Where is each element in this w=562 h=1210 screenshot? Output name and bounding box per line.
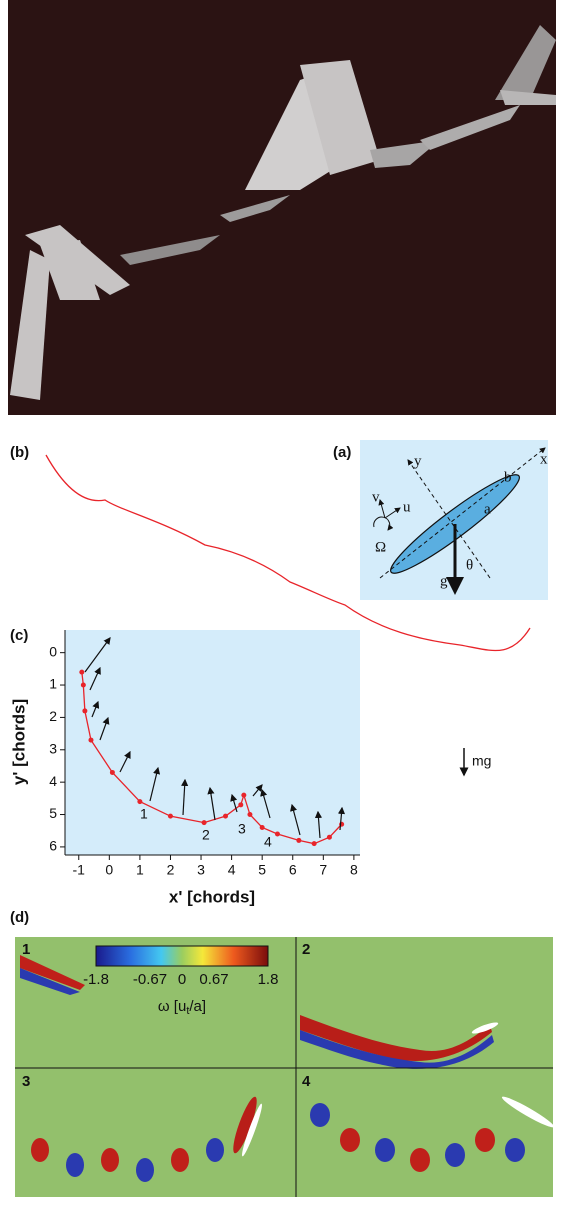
colorbar-tick-label: 0.67 [199, 971, 228, 988]
vortex [31, 1138, 49, 1162]
trajectory-point [79, 669, 85, 675]
force-label: mg [472, 753, 491, 769]
symbol: v [372, 489, 380, 505]
colorbar-tick-label: -1.8 [83, 971, 109, 988]
inset-diagram [373, 447, 546, 595]
x-tick-label: 8 [350, 862, 358, 878]
x-tick-label: 4 [228, 862, 236, 878]
trajectory-point [238, 802, 244, 808]
x-axis-label: x' [chords] [169, 887, 255, 906]
frame-label: 3 [22, 1073, 30, 1090]
trajectory-point [326, 834, 332, 840]
photo-sheets [10, 25, 556, 400]
vortex [445, 1143, 465, 1167]
marker-label: 2 [202, 827, 210, 843]
x-tick-label: 3 [197, 862, 205, 878]
plot-c: -1 0 1 2 3 4 5 6 7 8 0 1 2 3 4 5 6 [49, 630, 360, 878]
trajectory-point [241, 792, 247, 798]
colorbar-tick-label: 1.8 [258, 971, 279, 988]
y-tick-label: 6 [49, 838, 57, 854]
panel-label: (d) [10, 909, 29, 926]
trajectory-point [80, 682, 86, 688]
colorbar-ticks: -1.8 -0.67 0 0.67 1.8 [83, 971, 278, 988]
panel-label: (a) [333, 444, 351, 461]
symbol: g [440, 573, 448, 589]
symbol: b [504, 469, 512, 485]
colorbar-label: ω [ut/a] [158, 998, 206, 1017]
y-axis-label: y' [chords] [9, 699, 28, 785]
frame-label: 2 [302, 941, 310, 958]
x-tick-label: -1 [73, 862, 86, 878]
vortex [136, 1158, 154, 1182]
panel-label: (b) [10, 444, 29, 461]
trajectory-point [274, 831, 280, 837]
velocity-arrows [84, 637, 346, 839]
x-tick-label: 7 [319, 862, 327, 878]
y-tick-label: 5 [49, 805, 57, 821]
trajectory-point [222, 813, 228, 819]
vortex [310, 1103, 330, 1127]
colorbar-label-text: ω [u [158, 998, 186, 1015]
trajectory-point [167, 813, 173, 819]
trajectory-point [247, 812, 253, 818]
marker-label: 4 [264, 834, 272, 850]
vortex [66, 1153, 84, 1177]
trajectory-point [88, 737, 94, 743]
vortex-field [20, 955, 555, 1157]
trajectory-point [311, 841, 317, 847]
y-tick-label: 3 [49, 740, 57, 756]
x-tick-label: 5 [258, 862, 266, 878]
vortex [206, 1138, 224, 1162]
symbol: x [540, 451, 548, 467]
frame-label: 4 [302, 1073, 311, 1090]
colorbar-label-sub: t [186, 1005, 189, 1017]
vortex [171, 1148, 189, 1172]
colorbar-tick-label: 0 [178, 971, 186, 988]
x-tick-label: 0 [105, 862, 113, 878]
vortex [375, 1138, 395, 1162]
vortex [475, 1128, 495, 1152]
y-tick-label: 4 [49, 773, 57, 789]
trajectory-point [137, 799, 143, 805]
vortex [505, 1138, 525, 1162]
x-tick-label: 1 [136, 862, 144, 878]
x-tick-label: 6 [289, 862, 297, 878]
trajectory-point [296, 837, 302, 843]
trajectory-point [109, 769, 115, 775]
trajectory-point [82, 708, 88, 714]
marker-label: 1 [140, 806, 148, 822]
x-tick-label: 2 [167, 862, 175, 878]
vortex [101, 1148, 119, 1172]
vortex [410, 1148, 430, 1172]
marker-label: 3 [238, 821, 246, 837]
frame-label: 1 [22, 941, 30, 958]
symbol: a [484, 501, 491, 517]
vortices [31, 1103, 525, 1182]
y-tick-label: 2 [49, 708, 57, 724]
colorbar-tick-label: -0.67 [133, 971, 167, 988]
trajectory-c [81, 672, 343, 845]
colorbar-label-text: /a] [189, 998, 206, 1015]
trajectory-point [201, 820, 207, 826]
symbol: Ω [375, 539, 386, 555]
symbol: u [403, 499, 411, 515]
colorbar [95, 945, 269, 967]
trajectory-point [259, 824, 265, 830]
y-tick-label: 1 [49, 676, 57, 692]
vortex [340, 1128, 360, 1152]
y-tick-label: 0 [49, 643, 57, 659]
trajectory-b [45, 454, 531, 652]
symbol: θ [466, 557, 473, 573]
photo-background [8, 0, 556, 415]
plot-background [65, 630, 360, 855]
symbol: y [414, 453, 422, 469]
panel-label: (c) [10, 627, 28, 644]
